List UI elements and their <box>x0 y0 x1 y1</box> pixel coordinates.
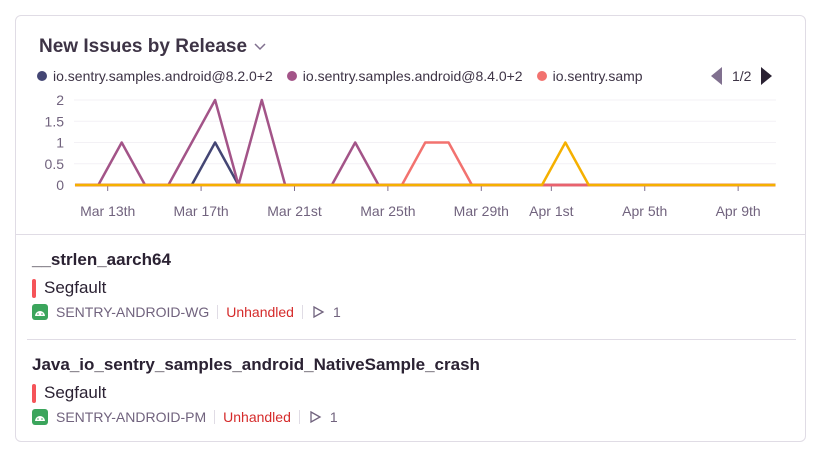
x-tick-label: Mar 25th <box>360 203 415 219</box>
y-tick-label: 0.5 <box>45 156 65 172</box>
chevron-down-icon <box>254 43 266 51</box>
x-tick-label: Apr 1st <box>529 203 573 219</box>
android-icon <box>32 304 48 320</box>
unhandled-badge: Unhandled <box>223 409 291 425</box>
chart-legend: io.sentry.samples.android@8.2.0+2 io.sen… <box>37 68 697 84</box>
play-icon <box>313 305 325 319</box>
android-icon <box>32 409 48 425</box>
y-tick-label: 1 <box>56 135 64 151</box>
issue-row[interactable]: Java_io_sentry_samples_android_NativeSam… <box>32 355 480 425</box>
y-tick-label: 0 <box>56 177 64 193</box>
x-tick-label: Apr 9th <box>716 203 761 219</box>
level-indicator <box>32 383 36 403</box>
issue-row[interactable]: __strlen_aarch64 Segfault SENTRY-ANDROID… <box>32 250 341 320</box>
x-tick-label: Apr 5th <box>622 203 667 219</box>
event-count: 1 <box>329 409 338 425</box>
issues-widget-card <box>15 15 806 442</box>
issue-title[interactable]: Java_io_sentry_samples_android_NativeSam… <box>32 355 480 374</box>
series-line <box>75 141 776 187</box>
divider <box>27 339 796 340</box>
legend-dot <box>37 71 47 81</box>
legend-item[interactable]: io.sentry.samples.android@8.2.0+2 <box>37 68 273 84</box>
divider <box>16 234 806 235</box>
legend-dot <box>536 71 547 81</box>
level-indicator <box>32 278 36 298</box>
legend-label: io.sentry.samples.android@8.2.0+2 <box>53 68 273 84</box>
play-icon <box>310 410 322 424</box>
issue-title[interactable]: __strlen_aarch64 <box>32 250 171 269</box>
legend-item[interactable]: io.sentry.samp <box>536 68 643 84</box>
event-count: 1 <box>332 304 341 320</box>
legend-dot <box>286 71 297 81</box>
y-tick-label: 1.5 <box>45 113 65 129</box>
issue-type: Segfault <box>44 278 107 297</box>
x-tick-label: Mar 13th <box>80 203 135 219</box>
x-tick-label: Mar 21st <box>267 203 322 219</box>
legend-next-icon[interactable] <box>761 67 773 85</box>
widget-title-dropdown[interactable]: New Issues by Release <box>39 36 267 58</box>
legend-pager: 1/2 <box>711 67 773 85</box>
x-tick-label: Mar 17th <box>173 203 228 219</box>
issue-short-id: SENTRY-ANDROID-PM <box>56 409 207 425</box>
legend-item[interactable]: io.sentry.samples.android@8.4.0+2 <box>286 68 523 84</box>
y-tick-label: 2 <box>56 92 64 108</box>
unhandled-badge: Unhandled <box>226 304 294 320</box>
legend-label: io.sentry.samp <box>552 68 643 84</box>
legend-page: 1/2 <box>732 68 752 84</box>
issue-short-id: SENTRY-ANDROID-WG <box>56 304 210 320</box>
x-tick-label: Mar 29th <box>454 203 509 219</box>
widget-title: New Issues by Release <box>39 36 248 57</box>
issue-type: Segfault <box>44 383 107 402</box>
legend-label: io.sentry.samples.android@8.4.0+2 <box>302 68 523 84</box>
legend-prev-icon[interactable] <box>711 67 722 85</box>
line-chart: 0 0.5 1 1.5 2 Mar 13th Mar 17th Mar 21st Mar 25t… <box>45 92 776 219</box>
